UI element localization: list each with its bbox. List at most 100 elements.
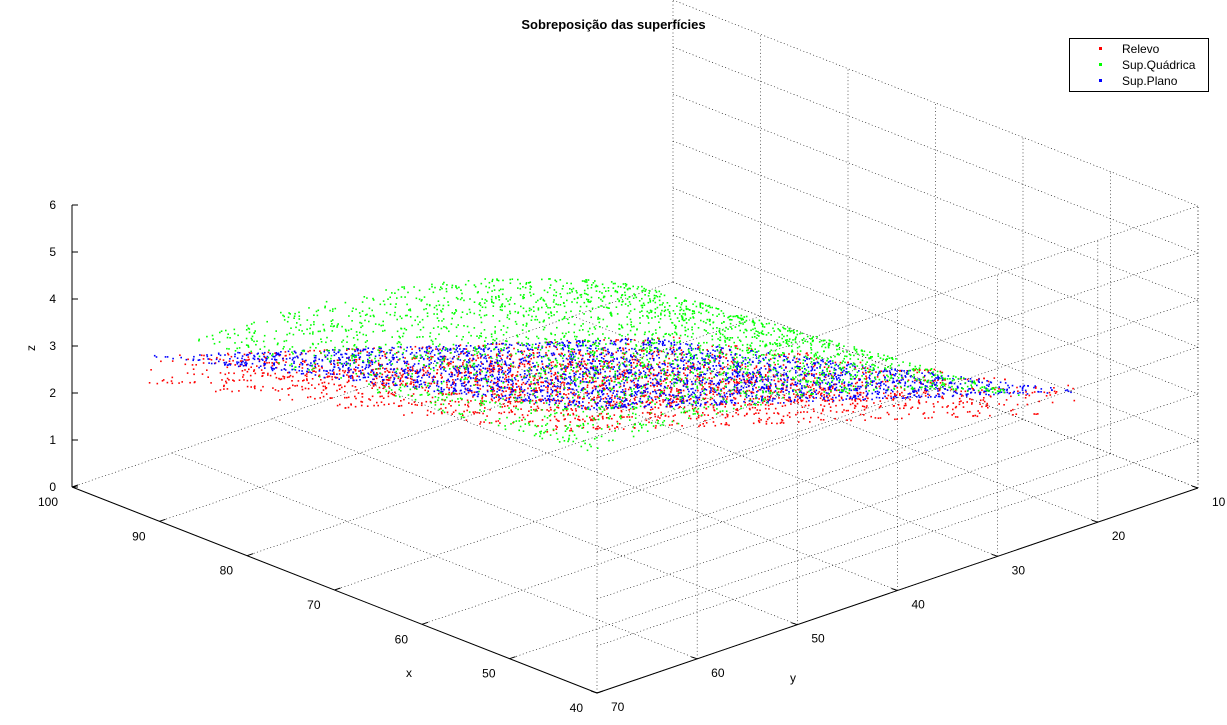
sup-plano-point [359, 356, 362, 358]
relevo-point [614, 397, 616, 399]
sup-plano-point [716, 382, 719, 385]
relevo-point [519, 394, 522, 396]
sup-plano-point [827, 375, 830, 377]
relevo-point [481, 397, 483, 400]
sup-plano-point [453, 367, 455, 370]
sup-plano-point [541, 395, 544, 397]
sup-plano-point [768, 399, 771, 401]
relevo-point [909, 398, 911, 401]
sup-plano-point [559, 393, 562, 395]
sup-plano-point [607, 365, 609, 367]
sup-plano-point [601, 393, 604, 396]
sup-plano-point [555, 346, 558, 349]
sup-plano-point [389, 349, 392, 352]
sup-plano-point [501, 370, 504, 372]
relevo-point [355, 361, 357, 363]
sup-plano-point [904, 376, 907, 378]
sup-plano-point [553, 353, 556, 356]
sup-plano-point [419, 349, 421, 352]
relevo-point [430, 411, 432, 413]
sup-plano-point [790, 378, 792, 380]
relevo-point [333, 383, 335, 386]
sup-plano-point [545, 380, 547, 383]
sup-plano-point [446, 379, 448, 382]
sup-plano-point [271, 368, 273, 370]
sup-plano-point [787, 376, 789, 379]
relevo-point [856, 381, 858, 384]
sup-plano-point [845, 368, 848, 370]
relevo-point [578, 366, 581, 368]
relevo-point [516, 342, 518, 344]
relevo-point [890, 392, 892, 395]
relevo-point [390, 392, 393, 395]
sup-plano-point [518, 364, 520, 367]
relevo-point [371, 369, 374, 371]
relevo-point [589, 356, 591, 358]
relevo-point [830, 389, 832, 391]
relevo-point [479, 421, 482, 423]
sup-plano-point [517, 343, 519, 345]
relevo-point [250, 352, 253, 354]
relevo-point [339, 403, 341, 406]
sup-plano-point [936, 377, 938, 379]
sup-plano-point [484, 355, 487, 358]
sup-plano-point [843, 381, 846, 383]
relevo-point [746, 375, 749, 377]
sup-plano-point [722, 352, 724, 355]
relevo-point [583, 397, 585, 400]
sup-plano-point [608, 367, 610, 369]
relevo-point [887, 394, 890, 397]
relevo-point [641, 395, 644, 397]
relevo-point [820, 418, 822, 421]
sup-plano-point [394, 384, 396, 387]
sup-plano-point [562, 360, 565, 362]
sup-plano-point [796, 395, 799, 398]
relevo-point [582, 378, 584, 380]
relevo-point [735, 412, 737, 414]
sup-plano-point [725, 402, 727, 404]
relevo-point [421, 346, 424, 349]
sup-plano-point [719, 357, 721, 360]
sup-plano-point [653, 347, 656, 349]
sup-plano-point [720, 388, 722, 391]
sup-plano-point [927, 396, 930, 399]
sup-plano-point [631, 356, 634, 358]
sup-plano-point [563, 373, 566, 375]
sup-plano-point [681, 356, 684, 359]
relevo-point [369, 362, 371, 364]
relevo-point [939, 382, 942, 384]
sup-plano-point [694, 375, 697, 377]
relevo-point [624, 371, 626, 374]
relevo-point [723, 392, 725, 394]
relevo-point [244, 369, 246, 371]
sup-plano-point [686, 382, 689, 385]
relevo-point [634, 396, 637, 398]
sup-plano-point [273, 368, 275, 370]
sup-plano-point [818, 386, 821, 388]
sup-plano-point [425, 352, 428, 354]
sup-plano-point [555, 377, 557, 380]
sup-plano-point [282, 357, 284, 360]
relevo-point [600, 365, 602, 367]
relevo-point [438, 366, 441, 368]
sup-plano-point [638, 369, 640, 372]
relevo-point [596, 396, 598, 399]
sup-plano-point [465, 345, 468, 347]
sup-plano-point [739, 366, 741, 368]
relevo-point [476, 411, 478, 414]
sup-plano-point [713, 361, 716, 363]
sup-plano-point [499, 360, 501, 362]
relevo-point [615, 351, 618, 354]
sup-plano-point [371, 351, 374, 353]
relevo-point [1054, 392, 1057, 394]
relevo-point [819, 397, 822, 399]
relevo-point [659, 383, 661, 386]
sup-plano-point [779, 365, 782, 368]
sup-plano-point [501, 371, 503, 374]
sup-plano-point [588, 397, 590, 399]
relevo-point [484, 407, 486, 409]
sup-plano-point [505, 364, 508, 367]
sup-plano-point [543, 385, 545, 387]
sup-plano-point [533, 382, 536, 385]
relevo-point [829, 406, 832, 408]
